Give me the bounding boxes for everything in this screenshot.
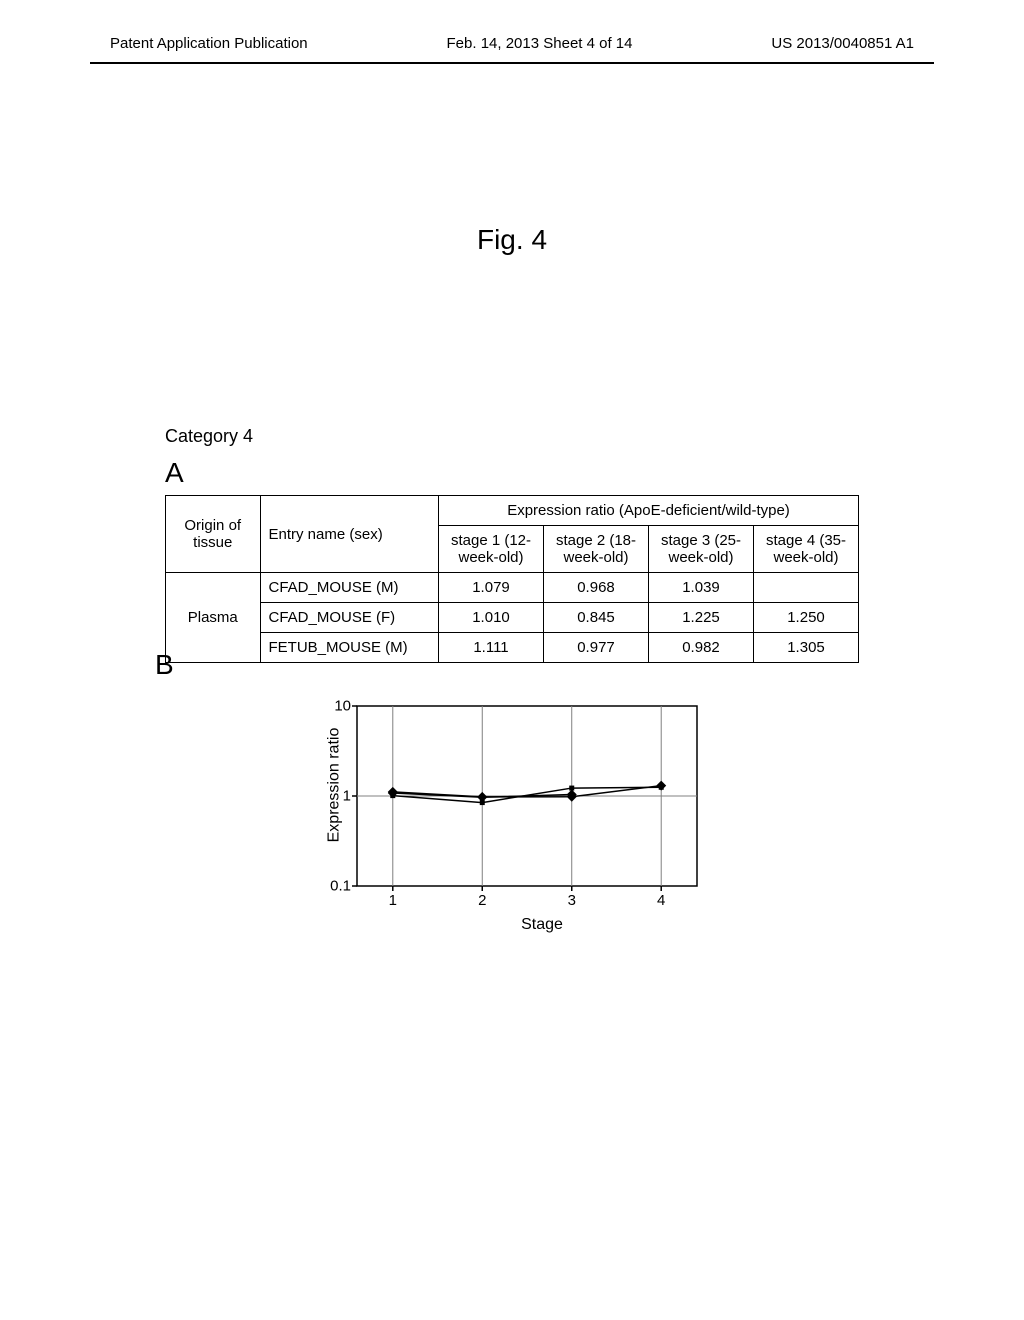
table-header-row-1: Origin of tissue Entry name (sex) Expres… xyxy=(166,496,859,526)
header-divider xyxy=(90,62,934,64)
value-cell: 1.079 xyxy=(439,573,544,603)
chart-xlabel: Stage xyxy=(357,916,727,934)
category-label: Category 4 xyxy=(165,426,859,447)
entry-header: Entry name (sex) xyxy=(260,496,439,573)
page-header: Patent Application Publication Feb. 14, … xyxy=(0,0,1024,62)
origin-header: Origin of tissue xyxy=(166,496,261,573)
table-row: CFAD_MOUSE (F) 1.010 0.845 1.225 1.250 xyxy=(166,603,859,633)
table-row: Plasma CFAD_MOUSE (M) 1.079 0.968 1.039 xyxy=(166,573,859,603)
header-center: Feb. 14, 2013 Sheet 4 of 14 xyxy=(447,35,633,52)
stage-4-header: stage 4 (35-week-old) xyxy=(754,526,859,573)
stage-1-header: stage 1 (12-week-old) xyxy=(439,526,544,573)
chart-ytick-label: 10 xyxy=(334,698,351,715)
value-cell xyxy=(754,573,859,603)
panel-a-label: A xyxy=(165,457,859,489)
value-cell: 0.968 xyxy=(544,573,649,603)
chart-ytick-label: 1 xyxy=(343,788,351,805)
value-cell: 1.010 xyxy=(439,603,544,633)
chart-ytick-label: 0.1 xyxy=(330,878,351,895)
stage-3-header: stage 3 (25-week-old) xyxy=(649,526,754,573)
expression-table: Origin of tissue Entry name (sex) Expres… xyxy=(165,495,859,663)
chart-xtick-label: 2 xyxy=(478,892,486,909)
expression-chart: Expression ratio 0.11101234 Stage xyxy=(297,706,727,934)
entry-cell: CFAD_MOUSE (F) xyxy=(260,603,439,633)
figure-content: Category 4 A Origin of tissue Entry name… xyxy=(165,426,859,934)
chart-xtick-label: 4 xyxy=(657,892,665,909)
chart-ylabel: Expression ratio xyxy=(325,728,343,843)
group-header: Expression ratio (ApoE-deficient/wild-ty… xyxy=(439,496,859,526)
value-cell: 1.039 xyxy=(649,573,754,603)
value-cell: 1.225 xyxy=(649,603,754,633)
value-cell: 1.250 xyxy=(754,603,859,633)
value-cell: 0.845 xyxy=(544,603,649,633)
chart-xtick-label: 3 xyxy=(568,892,576,909)
figure-title: Fig. 4 xyxy=(0,224,1024,256)
entry-cell: CFAD_MOUSE (M) xyxy=(260,573,439,603)
header-left: Patent Application Publication xyxy=(110,35,308,52)
header-right: US 2013/0040851 A1 xyxy=(771,35,914,52)
stage-2-header: stage 2 (18-week-old) xyxy=(544,526,649,573)
chart-plot-area: 0.11101234 xyxy=(357,706,727,886)
chart-svg xyxy=(357,706,697,886)
chart-xtick-label: 1 xyxy=(389,892,397,909)
